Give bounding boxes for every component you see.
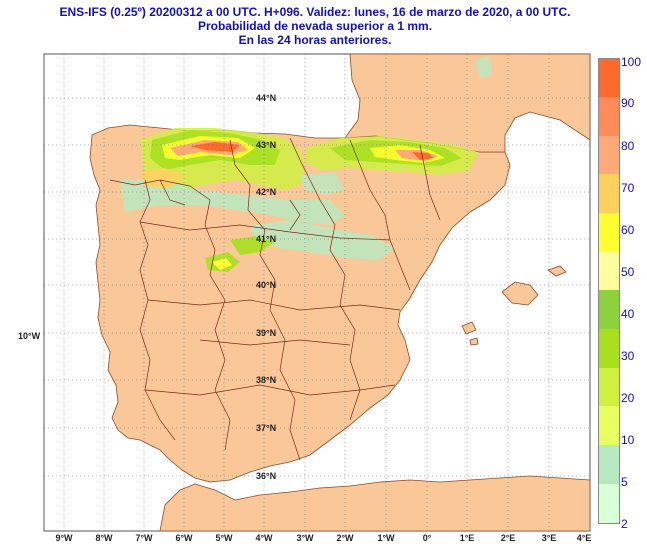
legend-label: 10 bbox=[621, 433, 635, 447]
lon-label: 3°E bbox=[541, 533, 557, 543]
legend-label: 90 bbox=[621, 96, 635, 110]
lon-label: 5°W bbox=[215, 533, 233, 543]
lat-label: 37°N bbox=[256, 423, 277, 433]
menorca-island bbox=[547, 265, 567, 277]
lat-label: 39°N bbox=[256, 328, 277, 338]
legend-swatch bbox=[599, 59, 619, 97]
legend-swatch bbox=[599, 484, 619, 523]
legend-label: 70 bbox=[621, 181, 635, 195]
legend-swatch bbox=[599, 290, 619, 329]
lat-label: 36°N bbox=[256, 471, 277, 481]
lat-label: 43°N bbox=[256, 140, 277, 150]
lon-label: 6°W bbox=[175, 533, 193, 543]
legend-label: 30 bbox=[621, 349, 635, 363]
lat-label: 41°N bbox=[256, 234, 277, 244]
legend-label: 40 bbox=[621, 307, 635, 321]
title-line-2: Probabilidad de nevada superior a 1 mm. bbox=[197, 19, 433, 33]
lon-label: 0° bbox=[422, 533, 432, 543]
legend-label: 5 bbox=[621, 475, 628, 489]
color-legend bbox=[598, 58, 620, 524]
lat-label: 44°N bbox=[256, 93, 277, 103]
africa-land bbox=[159, 475, 590, 531]
probability-shading bbox=[120, 56, 492, 272]
lon-label: 1°W bbox=[377, 533, 395, 543]
mallorca-island bbox=[501, 281, 539, 306]
legend-label: 80 bbox=[621, 139, 635, 153]
lat-label: 38°N bbox=[256, 375, 277, 385]
lon-label: 1°E bbox=[459, 533, 475, 543]
formentera-island bbox=[469, 337, 479, 346]
legend-label: 2 bbox=[621, 517, 628, 531]
title-line-1: ENS-IFS (0.25º) 20200312 a 00 UTC. H+096… bbox=[59, 5, 571, 19]
lon-label: 9°W bbox=[55, 533, 73, 543]
lon-label: 7°W bbox=[135, 533, 153, 543]
region-boundaries bbox=[109, 137, 441, 461]
legend-swatch bbox=[599, 252, 619, 290]
lon-label: 4°W bbox=[255, 533, 273, 543]
legend-swatch bbox=[599, 406, 619, 445]
legend-swatch bbox=[599, 445, 619, 484]
ibiza-island bbox=[461, 321, 477, 335]
legend-swatch bbox=[599, 368, 619, 406]
legend-swatch bbox=[599, 329, 619, 368]
lon-label: 2°W bbox=[336, 533, 354, 543]
legend-label: 100 bbox=[621, 55, 642, 69]
legend-label: 50 bbox=[621, 265, 635, 279]
lon-label: 2°E bbox=[500, 533, 516, 543]
legend-swatch bbox=[599, 97, 619, 136]
legend-label: 20 bbox=[621, 391, 635, 405]
legend-label: 60 bbox=[621, 223, 635, 237]
graticule bbox=[44, 54, 590, 531]
lat-label: 40°N bbox=[256, 280, 277, 290]
legend-swatch bbox=[599, 136, 619, 174]
lon-side-label: 10°W bbox=[18, 331, 41, 341]
title-line-3: En las 24 horas anteriores. bbox=[238, 33, 392, 47]
lat-label: 42°N bbox=[256, 187, 277, 197]
legend-swatch bbox=[599, 174, 619, 213]
lon-label: 3°W bbox=[296, 533, 314, 543]
legend-swatch bbox=[599, 213, 619, 252]
lon-label: 4°E bbox=[576, 533, 592, 543]
lon-label: 8°W bbox=[95, 533, 113, 543]
